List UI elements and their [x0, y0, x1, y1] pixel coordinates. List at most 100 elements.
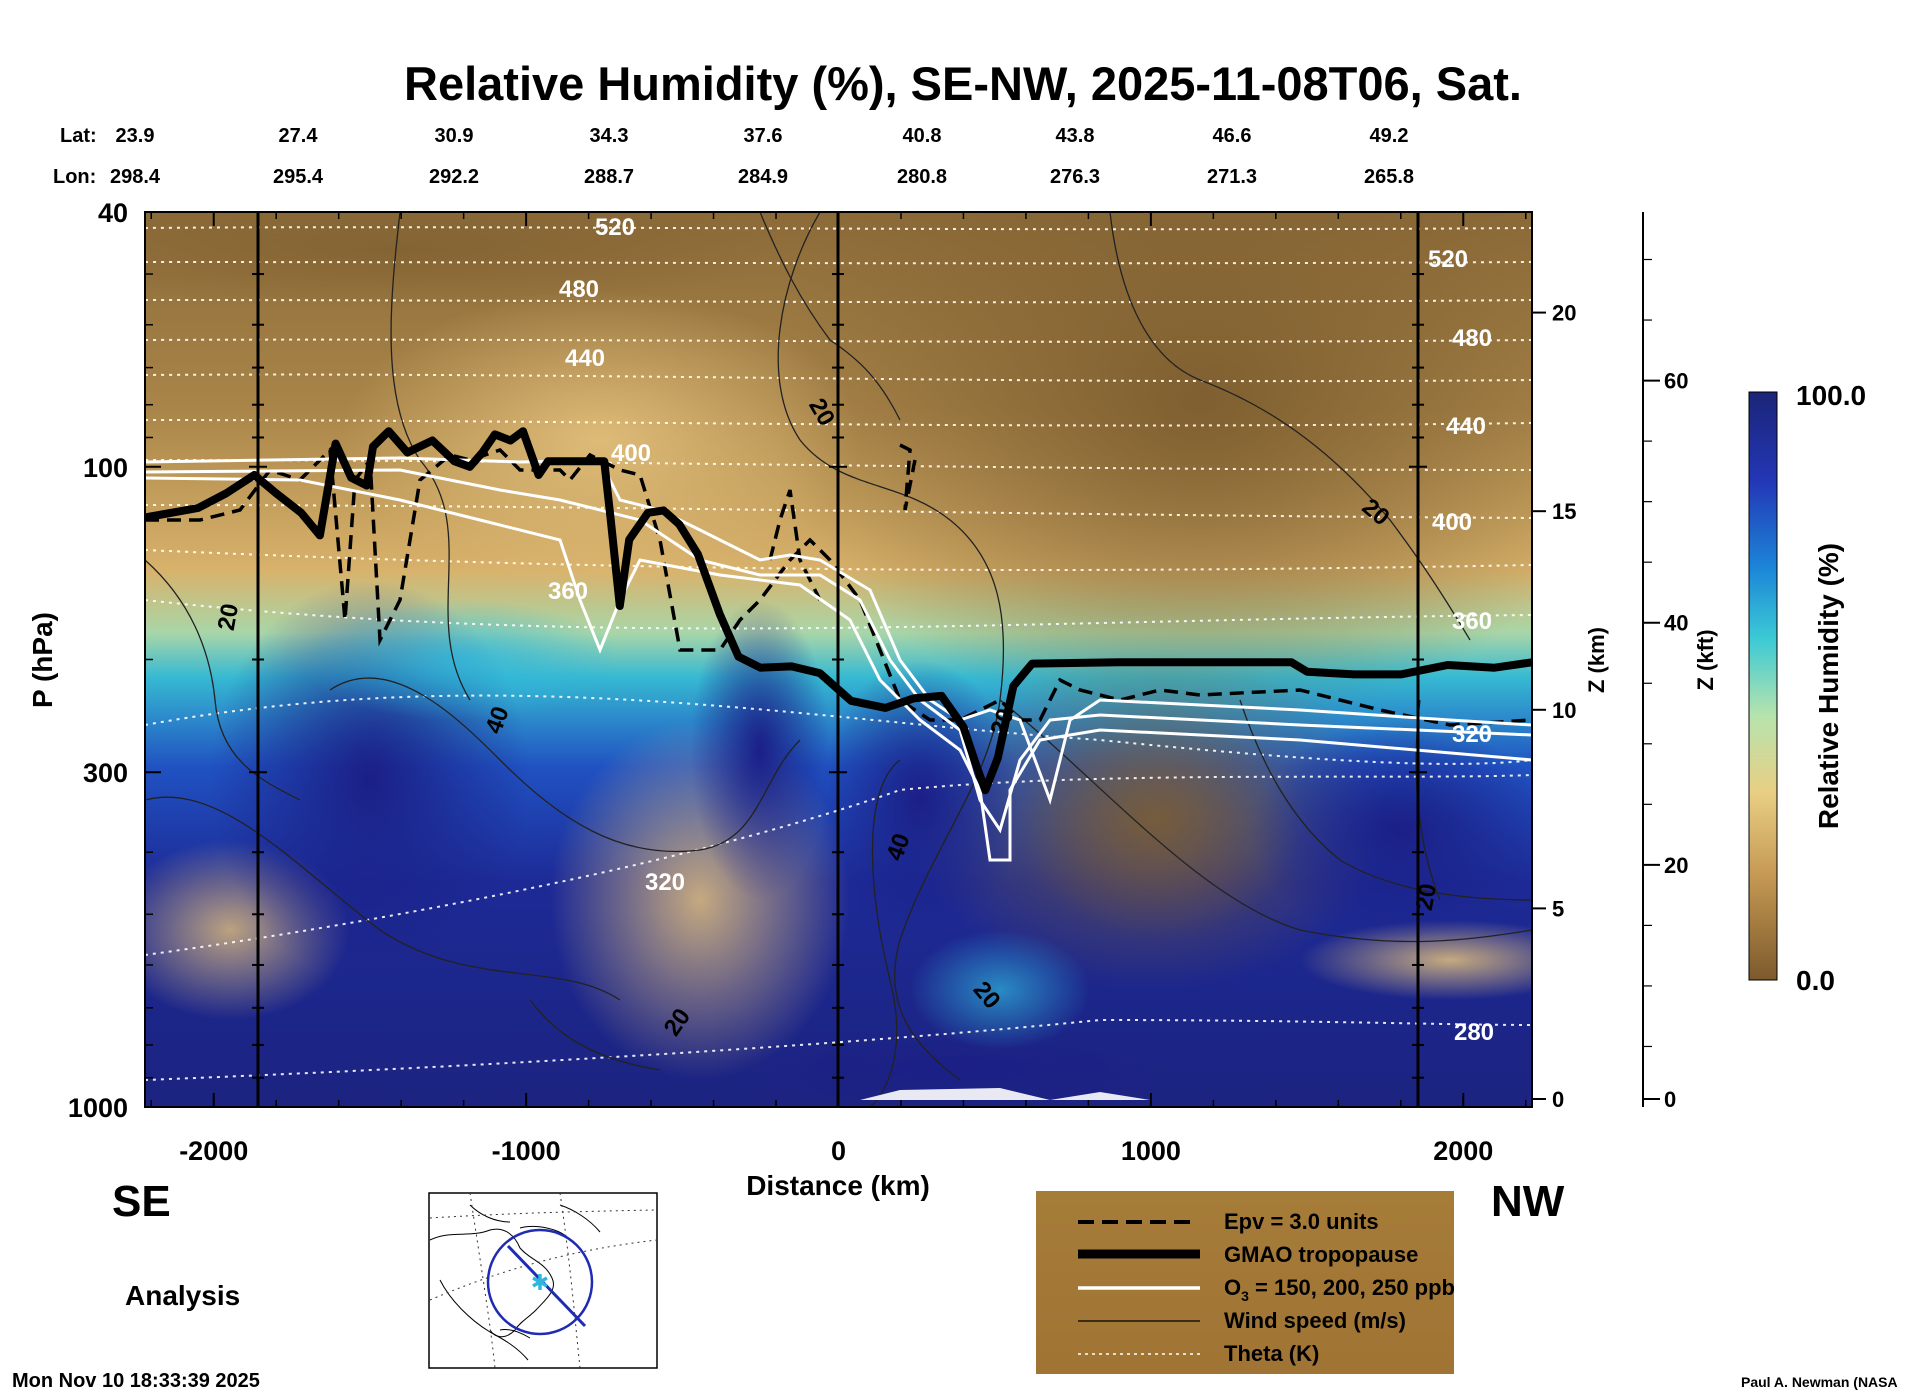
wind-label: 20 — [213, 602, 244, 633]
z-km-tick-label: 0 — [1552, 1087, 1564, 1112]
lon-value: 271.3 — [1207, 166, 1257, 188]
theta-label: 320 — [1452, 721, 1492, 748]
theta-contour — [145, 774, 1532, 956]
y-tick-label: 300 — [83, 758, 128, 788]
legend-label-epv: Epv = 3.0 units — [1224, 1209, 1379, 1234]
theta-contour — [145, 338, 1532, 343]
theta-contour — [145, 373, 1532, 383]
y-tick-label: 40 — [98, 198, 128, 228]
plot-area — [145, 212, 1532, 1107]
z-kft-axis-label: Z (kft) — [1693, 629, 1718, 690]
rh-cyan-region — [300, 600, 620, 720]
lat-value: 34.3 — [590, 125, 629, 147]
wind-label: 20 — [1411, 882, 1442, 913]
theta-contour — [145, 419, 1532, 427]
theta-contour — [145, 299, 1532, 304]
lat-value: 40.8 — [903, 125, 942, 147]
rh-wet-region — [740, 1030, 1180, 1107]
lat-label: Lat: — [60, 125, 97, 147]
epv-contour — [145, 446, 1532, 727]
wind-contour — [869, 759, 901, 1107]
y-axis: 40 100 300 1000 — [68, 198, 161, 1123]
theta-label: 520 — [1428, 246, 1468, 273]
theta-label: 400 — [611, 440, 651, 467]
reference-line-ticks — [249, 273, 1427, 1079]
ozone-contour — [145, 476, 1532, 862]
theta-contour — [145, 549, 1532, 571]
theta-contour — [145, 599, 1532, 630]
legend-label-ozone: O3 = 150, 200, 250 ppb — [1224, 1275, 1455, 1304]
legend-label-tropopause: GMAO tropopause — [1224, 1242, 1418, 1267]
nw-label: NW — [1491, 1177, 1565, 1226]
x-tick-label: 0 — [831, 1136, 846, 1166]
timestamp: Mon Nov 10 18:33:39 2025 — [12, 1370, 260, 1392]
wind-contour — [529, 999, 661, 1071]
wind-contour — [1239, 699, 1532, 901]
credit: Paul A. Newman (NASA — [1741, 1374, 1898, 1390]
y-tick-label: 1000 — [68, 1093, 128, 1123]
rh-moist-region — [1300, 920, 1532, 1000]
lon-value: 276.3 — [1050, 166, 1100, 188]
theta-label: 360 — [548, 578, 588, 605]
theta-label: 440 — [565, 345, 605, 372]
ozone-contour — [145, 456, 1532, 806]
lon-value: 292.2 — [429, 166, 479, 188]
lon-value: 265.8 — [1364, 166, 1414, 188]
gmao-tropopause — [145, 427, 1532, 795]
coastlines — [429, 1192, 658, 1369]
z-kft-tick-label: 20 — [1664, 853, 1688, 878]
ozone-contour — [145, 468, 1532, 834]
colorbar-max-label: 100.0 — [1796, 380, 1866, 411]
lat-value: 23.9 — [116, 125, 155, 147]
x-tick-label: -2000 — [179, 1136, 248, 1166]
legend-label-theta: Theta (K) — [1224, 1341, 1319, 1366]
theta-contour — [145, 261, 1532, 265]
rh-moist-region — [340, 290, 860, 590]
z-km-tick-label: 10 — [1552, 698, 1576, 723]
lon-value: 288.7 — [584, 166, 634, 188]
x-tick-label: -1000 — [492, 1136, 561, 1166]
lon-value: 298.4 — [110, 166, 161, 188]
theta-contour — [145, 226, 1532, 231]
lat-value: 27.4 — [279, 125, 319, 147]
lon-label: Lon: — [53, 166, 96, 188]
lon-value: 284.9 — [738, 166, 788, 188]
colorbar-label: Relative Humidity (%) — [1813, 543, 1844, 829]
theta-contour — [145, 1018, 1532, 1081]
theta-contours — [145, 226, 1532, 1081]
z-km-axis: 20 15 10 5 0 — [1532, 301, 1576, 1112]
wind-contour — [777, 212, 1005, 1081]
lat-lon-header: Lat: Lon: 23.9 27.4 30.9 34.3 37.6 40.8 43.8 46.6… — [53, 125, 1414, 188]
transect-line — [506, 1244, 587, 1328]
lon-value: 280.8 — [897, 166, 947, 188]
rh-wet-region — [1250, 720, 1532, 940]
rh-cyan-region — [910, 930, 1090, 1050]
colorbar — [1748, 391, 1778, 981]
wind-contour — [329, 677, 801, 853]
z-km-tick-label: 15 — [1552, 499, 1576, 524]
x-axis: -2000 -1000 0 1000 2000 — [150, 212, 1527, 1166]
center-marker-icon: ✱ — [531, 1271, 549, 1296]
x-tick-label: 2000 — [1433, 1136, 1493, 1166]
theta-label: 280 — [1454, 1019, 1494, 1046]
range-circle — [486, 1228, 594, 1336]
wind-contour — [999, 699, 1532, 943]
wind-contour — [759, 212, 901, 421]
analysis-label: Analysis — [125, 1280, 240, 1311]
theta-contour — [145, 694, 1532, 765]
epv-contour — [768, 443, 917, 601]
z-kft-tick-label: 0 — [1664, 1087, 1676, 1112]
legend-label-wind: Wind speed (m/s) — [1224, 1308, 1406, 1333]
lat-value: 46.6 — [1213, 125, 1252, 147]
theta-contour — [145, 504, 1532, 519]
rh-dry-region — [770, 212, 1532, 730]
z-kft-tick-label: 40 — [1664, 611, 1688, 636]
lat-value: 49.2 — [1370, 125, 1409, 147]
theta-label: 400 — [1432, 509, 1472, 536]
rh-dry-region — [145, 212, 780, 310]
wind-contour — [1109, 212, 1471, 641]
surface-mask — [860, 1088, 1150, 1100]
chart-title: Relative Humidity (%), SE-NW, 2025-11-08… — [404, 57, 1522, 110]
z-km-tick-label: 20 — [1552, 301, 1576, 326]
